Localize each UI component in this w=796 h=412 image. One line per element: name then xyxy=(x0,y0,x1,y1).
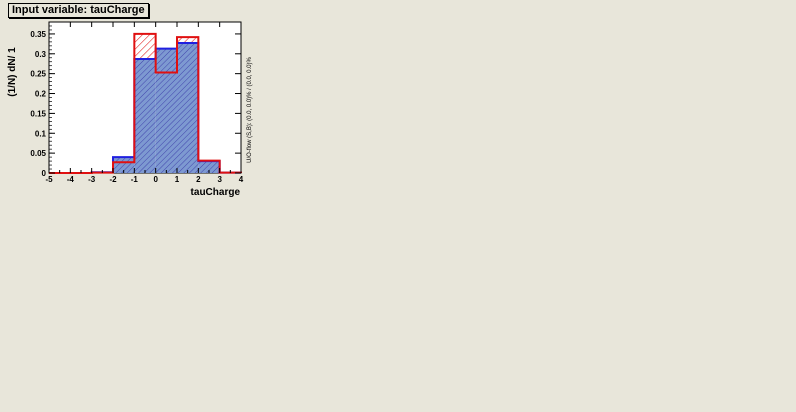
x-tick-label: 1 xyxy=(175,175,180,184)
x-tick-label: -5 xyxy=(45,175,53,184)
y-axis-title: (1/N) dN/ 1 xyxy=(7,47,18,97)
y-tick-label: 0.35 xyxy=(30,30,46,39)
x-tick-label: 4 xyxy=(239,175,244,184)
y-tick-label: 0.2 xyxy=(35,90,47,99)
x-tick-label: 3 xyxy=(217,175,222,184)
x-tick-label: -4 xyxy=(67,175,75,184)
x-tick-label: -3 xyxy=(88,175,96,184)
x-tick-label: 2 xyxy=(196,175,201,184)
overflow-info: U/O-flow (S,B): (0.0, 0.0)% / (0.0, 0.0)… xyxy=(247,56,253,162)
y-tick-label: 0.15 xyxy=(30,109,46,118)
signal-bar xyxy=(177,43,199,173)
y-tick-label: 0.05 xyxy=(30,149,46,158)
signal-bar xyxy=(134,58,156,173)
x-tick-label: -1 xyxy=(131,175,139,184)
y-tick-label: 0.3 xyxy=(35,50,47,59)
y-tick-label: 0.1 xyxy=(35,129,47,138)
y-tick-label: 0 xyxy=(42,169,47,178)
x-axis-title: tauCharge xyxy=(191,187,241,198)
signal-bar xyxy=(113,157,135,173)
signal-bar xyxy=(155,48,177,173)
chart-title: Input variable: tauCharge xyxy=(8,3,149,18)
x-tick-label: -2 xyxy=(109,175,117,184)
y-tick-label: 0.25 xyxy=(30,70,46,79)
signal-bar xyxy=(198,161,220,173)
x-tick-label: 0 xyxy=(153,175,158,184)
